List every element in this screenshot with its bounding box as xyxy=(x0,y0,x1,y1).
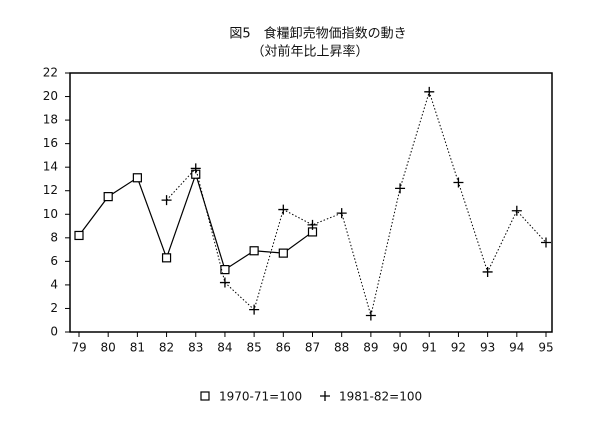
chart-subtitle: （対前年比上昇率） xyxy=(251,44,368,60)
x-tick-label: 79 xyxy=(71,341,86,355)
y-tick-label: 6 xyxy=(50,254,58,268)
x-tick-label: 93 xyxy=(480,341,495,355)
data-point xyxy=(278,248,288,258)
y-tick-label: 18 xyxy=(43,113,58,127)
data-point xyxy=(424,86,435,97)
data-point xyxy=(365,310,376,321)
legend-marker xyxy=(320,391,330,401)
y-tick-label: 8 xyxy=(50,230,58,244)
data-point xyxy=(132,173,142,183)
series-line xyxy=(78,172,313,271)
data-point xyxy=(395,183,406,194)
x-tick-label: 89 xyxy=(363,341,378,355)
data-point xyxy=(511,205,522,216)
x-tick-label: 86 xyxy=(276,341,291,355)
x-tick-label: 95 xyxy=(538,341,553,355)
data-point xyxy=(541,237,551,248)
legend-label: 1970-71=100 xyxy=(219,390,302,404)
x-tick-label: 85 xyxy=(246,341,261,355)
y-tick-label: 22 xyxy=(43,66,58,80)
data-point xyxy=(190,163,201,174)
data-point xyxy=(307,219,318,230)
x-tick-label: 92 xyxy=(451,341,466,355)
y-tick-label: 10 xyxy=(43,207,58,221)
legend-label: 1981-82=100 xyxy=(339,390,422,404)
plot-frame xyxy=(69,72,553,333)
data-point xyxy=(482,266,493,277)
data-point xyxy=(74,230,84,241)
data-point xyxy=(161,253,172,263)
y-tick-label: 14 xyxy=(43,160,58,174)
y-tick-label: 12 xyxy=(43,183,58,197)
y-tick-label: 0 xyxy=(50,325,58,339)
x-tick-label: 94 xyxy=(509,341,524,355)
x-tick-label: 84 xyxy=(217,341,232,355)
x-tick-label: 90 xyxy=(392,341,407,355)
data-point xyxy=(103,192,113,202)
chart-title: 図5 食糧卸売物価指数の動き xyxy=(229,26,406,42)
data-point xyxy=(220,265,230,275)
y-tick-label: 4 xyxy=(50,277,58,291)
x-tick-label: 88 xyxy=(334,341,349,355)
y-tick-label: 2 xyxy=(50,301,58,315)
y-tick-label: 16 xyxy=(43,136,58,150)
legend-marker xyxy=(200,391,210,401)
data-point xyxy=(161,195,172,206)
data-point xyxy=(278,204,289,215)
y-tick-label: 20 xyxy=(43,89,58,103)
data-point xyxy=(336,208,347,219)
x-tick-label: 80 xyxy=(101,341,116,355)
x-tick-label: 82 xyxy=(159,341,174,355)
data-point xyxy=(249,304,260,315)
data-point xyxy=(453,177,464,188)
data-point xyxy=(219,277,230,288)
x-tick-label: 83 xyxy=(188,341,203,355)
x-tick-label: 81 xyxy=(130,341,145,355)
data-point xyxy=(249,246,259,256)
x-tick-label: 91 xyxy=(422,341,437,355)
x-tick-label: 87 xyxy=(305,341,320,355)
